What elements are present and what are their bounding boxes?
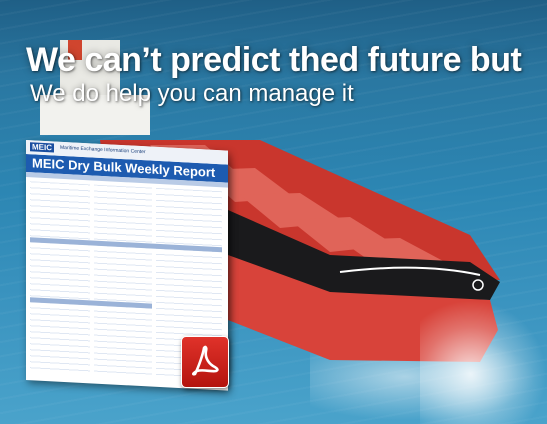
banner-headline: We can’t predict thed future but [26,41,522,79]
report-table [94,184,152,378]
report-organization: Maritime Exchange Information Center [60,144,146,156]
ship-funnel [68,40,82,60]
bow-emblem [472,279,484,291]
hull-topside [228,210,500,300]
pdf-icon [191,345,219,376]
banner-subline: We do help you can manage it [30,80,354,107]
ship-accommodation [40,95,150,135]
hull-stripe [339,266,481,276]
bow-foam [420,300,547,424]
report-table [30,181,90,375]
report-logo: MEIC [30,142,54,153]
pdf-download-button[interactable] [181,336,229,388]
